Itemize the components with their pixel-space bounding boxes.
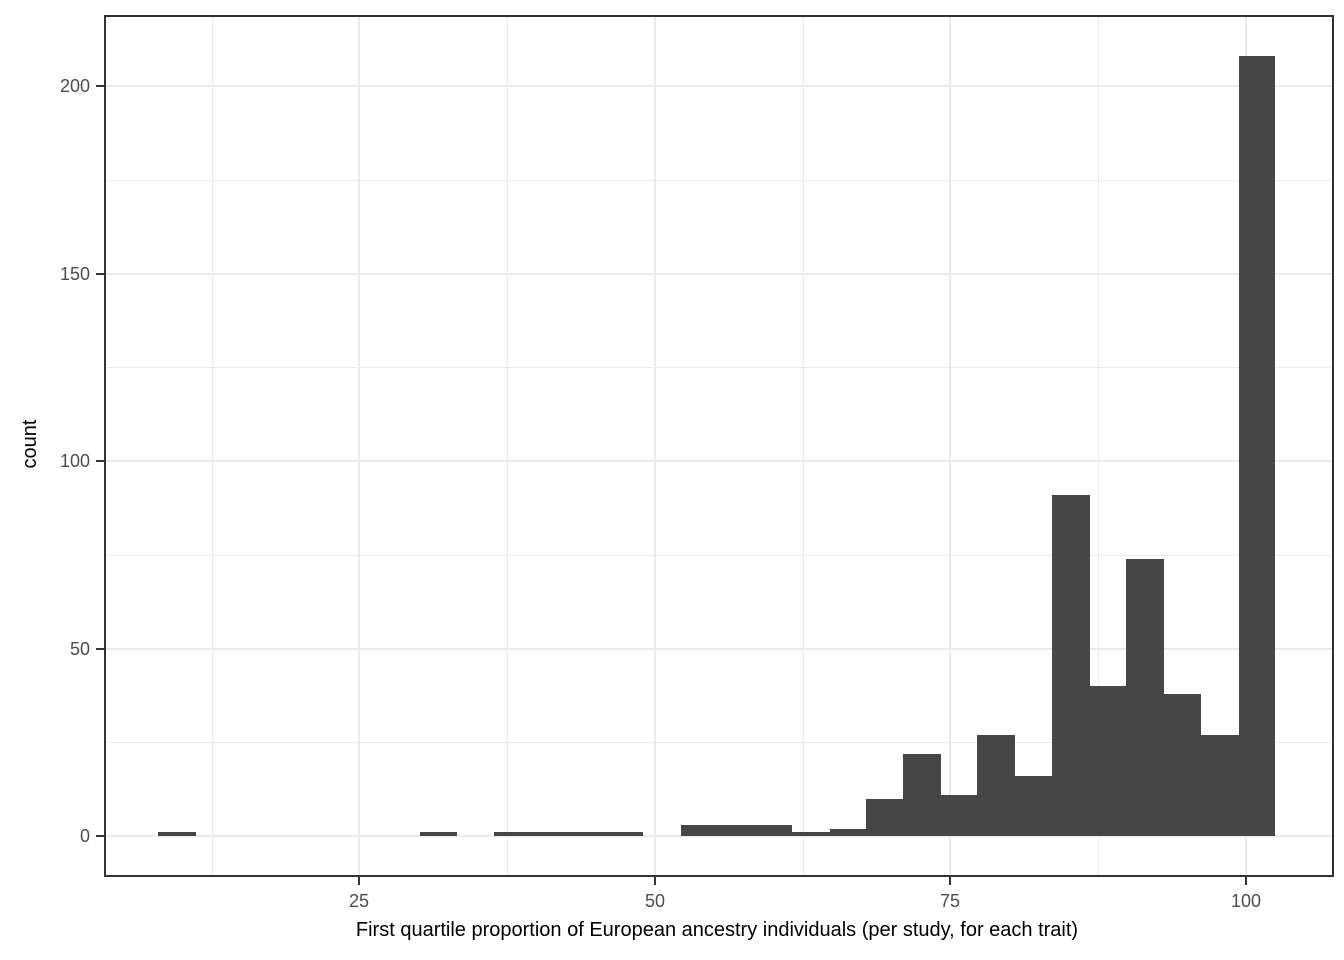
- y-tick-mark: [96, 835, 104, 837]
- x-minor-gridline: [507, 17, 508, 875]
- histogram-bar: [569, 832, 606, 836]
- x-minor-gridline: [803, 17, 804, 875]
- y-major-gridline: [106, 273, 1332, 275]
- x-tick-label: 75: [939, 891, 961, 911]
- y-minor-gridline: [106, 555, 1332, 556]
- x-tick-label: 25: [348, 891, 370, 911]
- y-minor-gridline: [106, 367, 1332, 368]
- x-tick-mark: [949, 877, 951, 885]
- y-tick-mark: [96, 460, 104, 462]
- x-major-gridline: [358, 17, 360, 875]
- histogram-bar: [1201, 735, 1239, 836]
- x-axis-title: First quartile proportion of European an…: [355, 919, 1079, 941]
- y-major-gridline: [106, 648, 1332, 650]
- y-tick-label: 200: [59, 76, 90, 96]
- x-major-gridline: [949, 17, 951, 875]
- histogram-bar: [941, 795, 977, 836]
- histogram-bar: [532, 832, 569, 836]
- histogram-bar: [494, 832, 532, 836]
- y-tick-label: 0: [79, 826, 90, 846]
- y-tick-label: 50: [69, 639, 90, 659]
- histogram-bar: [717, 825, 755, 836]
- y-tick-mark: [96, 85, 104, 87]
- y-minor-gridline: [106, 742, 1332, 743]
- x-minor-gridline: [212, 17, 213, 875]
- x-tick-label: 50: [644, 891, 666, 911]
- x-minor-gridline: [1098, 17, 1099, 875]
- histogram-bar: [1015, 776, 1052, 836]
- histogram-bar: [866, 799, 903, 836]
- y-tick-mark: [96, 648, 104, 650]
- y-major-gridline: [106, 835, 1332, 837]
- histogram-bar: [903, 754, 941, 836]
- x-major-gridline: [654, 17, 656, 875]
- y-major-gridline: [106, 460, 1332, 462]
- histogram-bar: [1052, 495, 1090, 836]
- histogram-bar: [1090, 686, 1126, 836]
- histogram-bar: [830, 829, 866, 836]
- histogram-bar: [1164, 694, 1201, 836]
- y-tick-label: 150: [59, 264, 90, 284]
- histogram-bar: [158, 832, 196, 836]
- x-tick-mark: [1245, 877, 1247, 885]
- x-tick-mark: [654, 877, 656, 885]
- y-major-gridline: [106, 85, 1332, 87]
- histogram-bar: [755, 825, 792, 836]
- histogram-bar: [1126, 559, 1164, 836]
- x-tick-label: 100: [1230, 891, 1262, 911]
- histogram-bar: [792, 832, 830, 836]
- y-minor-gridline: [106, 180, 1332, 181]
- histogram-bar: [977, 735, 1015, 836]
- histogram-bar: [1239, 56, 1275, 836]
- x-tick-mark: [358, 877, 360, 885]
- plot-panel: [104, 15, 1334, 877]
- histogram-bar: [606, 832, 643, 836]
- histogram-bar: [420, 832, 457, 836]
- histogram-bar: [681, 825, 717, 836]
- y-tick-mark: [96, 273, 104, 275]
- y-tick-label: 100: [59, 451, 90, 471]
